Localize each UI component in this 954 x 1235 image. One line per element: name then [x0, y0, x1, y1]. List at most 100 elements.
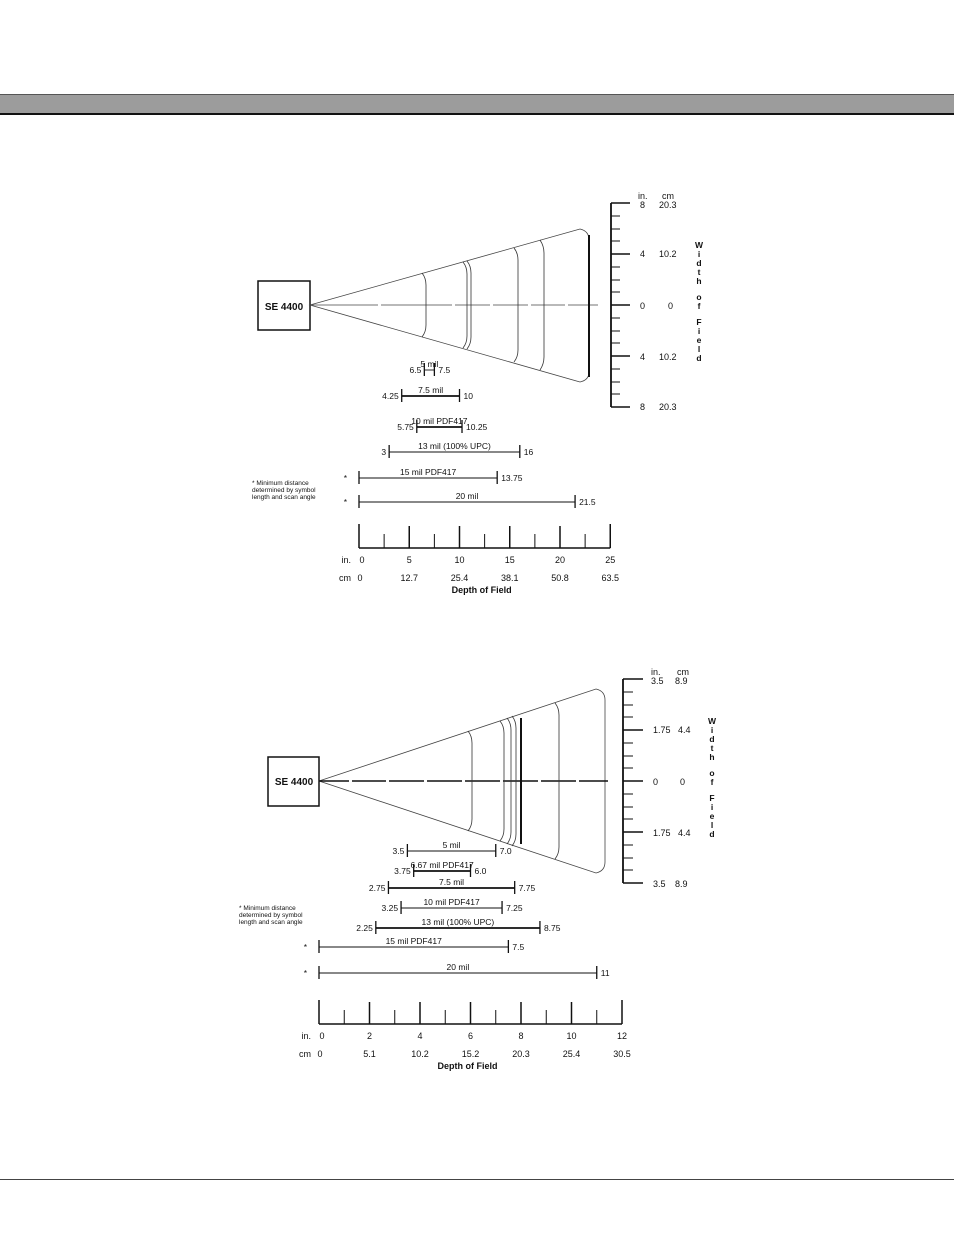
- ruler-label-cm: 4.4: [678, 725, 691, 735]
- range-max-label: 16: [524, 447, 534, 457]
- width-of-field-char: e: [697, 335, 702, 345]
- range-min-label: *: [344, 473, 348, 483]
- note-line: * Minimum distance: [239, 905, 296, 912]
- width-of-field-char: o: [709, 768, 714, 778]
- ruler-unit-cm: cm: [677, 667, 689, 677]
- width-of-field-char: F: [709, 793, 714, 803]
- note-line: determined by symbol: [252, 487, 316, 494]
- zone-boundaries: [467, 702, 560, 860]
- axis-title: Depth of Field: [452, 585, 512, 595]
- decode-zone-diagram-2: SE 4400 in. cm 3.5 8.9 1.75 4.4 0 0 1.75: [239, 667, 717, 1071]
- axis-cm-tick-label: 0: [357, 573, 362, 583]
- range-label: 5 mil: [420, 359, 438, 369]
- ruler-label-cm: 20.3: [659, 200, 677, 210]
- note-line: length and scan angle: [239, 919, 303, 926]
- axis-cm-tick-label: 25.4: [563, 1049, 581, 1059]
- range-max-label: 10.25: [466, 422, 488, 432]
- range-min-label: *: [344, 497, 348, 507]
- width-ruler: [622, 678, 643, 884]
- axis-in-tick-label: 15: [505, 555, 515, 565]
- note-line: determined by symbol: [239, 912, 303, 919]
- range-min-label: 2.25: [356, 923, 373, 933]
- range-min-label: *: [304, 968, 308, 978]
- header-bar: [0, 94, 954, 115]
- axis-in-tick-label: 6: [468, 1031, 473, 1041]
- ruler-unit-in: in.: [651, 667, 661, 677]
- axis-cm-tick-label: 38.1: [501, 573, 519, 583]
- ruler-label-in: 0: [653, 777, 658, 787]
- axis-in-tick-label: 0: [319, 1031, 324, 1041]
- width-ruler: [610, 202, 630, 408]
- width-of-field-char: l: [698, 344, 700, 354]
- ruler-label-cm: 10.2: [659, 352, 677, 362]
- width-of-field-char: i: [711, 802, 713, 812]
- axis-in-tick-label: 25: [605, 555, 615, 565]
- width-of-field-char: W: [708, 716, 717, 726]
- ruler-label-cm: 8.9: [675, 879, 688, 889]
- range-label: 15 mil PDF417: [386, 936, 442, 946]
- ruler-label-in: 0: [640, 301, 645, 311]
- axis-cm-tick-label: 20.3: [512, 1049, 530, 1059]
- width-of-field-char: d: [709, 829, 714, 839]
- ruler-label-cm: 0: [668, 301, 673, 311]
- axis-cm-tick-label: 5.1: [363, 1049, 376, 1059]
- ruler-label-in: 3.5: [653, 879, 666, 889]
- range-min-label: 3.25: [382, 903, 399, 913]
- width-of-field-char: d: [709, 734, 714, 744]
- scanner-box: [257, 280, 311, 331]
- axis-in-tick-label: 2: [367, 1031, 372, 1041]
- width-of-field-char: i: [698, 249, 700, 259]
- min-distance-note: * Minimum distance determined by symbol …: [252, 480, 316, 501]
- width-of-field-char: t: [711, 743, 714, 753]
- range-label: 5 mil: [443, 840, 461, 850]
- width-of-field-char: h: [709, 752, 714, 762]
- range-max-label: 10: [464, 391, 474, 401]
- width-of-field-char: F: [696, 317, 701, 327]
- range-max-label: 13.75: [501, 473, 523, 483]
- scanner-label: SE 4400: [265, 302, 304, 313]
- axis-in-tick-label: 4: [417, 1031, 422, 1041]
- width-of-field-char: h: [696, 276, 701, 286]
- depth-axis: in. cm 0 2 4 6 8 10 12 0 5.1 10.2 15.2 20.3 25.4 30.5 De…: [299, 1000, 631, 1071]
- ruler-label-in: 3.5: [651, 676, 664, 686]
- axis-cm-tick-label: 25.4: [451, 573, 469, 583]
- axis-in-tick-label: 10: [454, 555, 464, 565]
- ruler-label-in: 8: [640, 200, 645, 210]
- ruler-label-in: 4: [640, 352, 645, 362]
- ruler-label-in: 1.75: [653, 828, 671, 838]
- range-label: 13 mil (100% UPC): [422, 917, 495, 927]
- range-min-label: 3: [381, 447, 386, 457]
- axis-unit-in: in.: [341, 555, 351, 565]
- range-label: 10 mil PDF417: [423, 897, 479, 907]
- depth-axis: in. cm 0 5 10 15 20 25 0 12.7 25.4 38.1 50.8 63.5 Dept…: [339, 524, 619, 595]
- ruler-label-in: 8: [640, 402, 645, 412]
- width-of-field-char: W: [695, 240, 704, 250]
- range-label: 6.67 mil PDF417: [410, 860, 474, 870]
- range-max-label: 21.5: [579, 497, 596, 507]
- range-label: 10 mil PDF417: [411, 416, 467, 426]
- ruler-unit-in: in.: [638, 191, 648, 201]
- axis-in-tick-label: 5: [407, 555, 412, 565]
- axis-in-tick-label: 20: [555, 555, 565, 565]
- range-max-label: 7.25: [506, 903, 523, 913]
- width-of-field-char: e: [710, 811, 715, 821]
- scanner-label: SE 4400: [275, 777, 314, 788]
- range-max-label: 7.75: [519, 883, 536, 893]
- ruler-label-cm: 0: [680, 777, 685, 787]
- axis-title: Depth of Field: [438, 1061, 498, 1071]
- scan-cone: [308, 228, 590, 383]
- width-of-field-char: d: [696, 353, 701, 363]
- range-max-label: 7.5: [512, 942, 524, 952]
- ruler-label-cm: 8.9: [675, 676, 688, 686]
- range-min-label: 2.75: [369, 883, 386, 893]
- range-max-label: 8.75: [544, 923, 561, 933]
- range-label: 7.5 mil: [418, 385, 443, 395]
- axis-in-tick-label: 8: [518, 1031, 523, 1041]
- axis-in-tick-label: 0: [359, 555, 364, 565]
- zone-boundaries: [421, 239, 545, 371]
- axis-cm-tick-label: 15.2: [462, 1049, 480, 1059]
- width-of-field-char: o: [696, 292, 701, 302]
- width-of-field-char: l: [711, 820, 713, 830]
